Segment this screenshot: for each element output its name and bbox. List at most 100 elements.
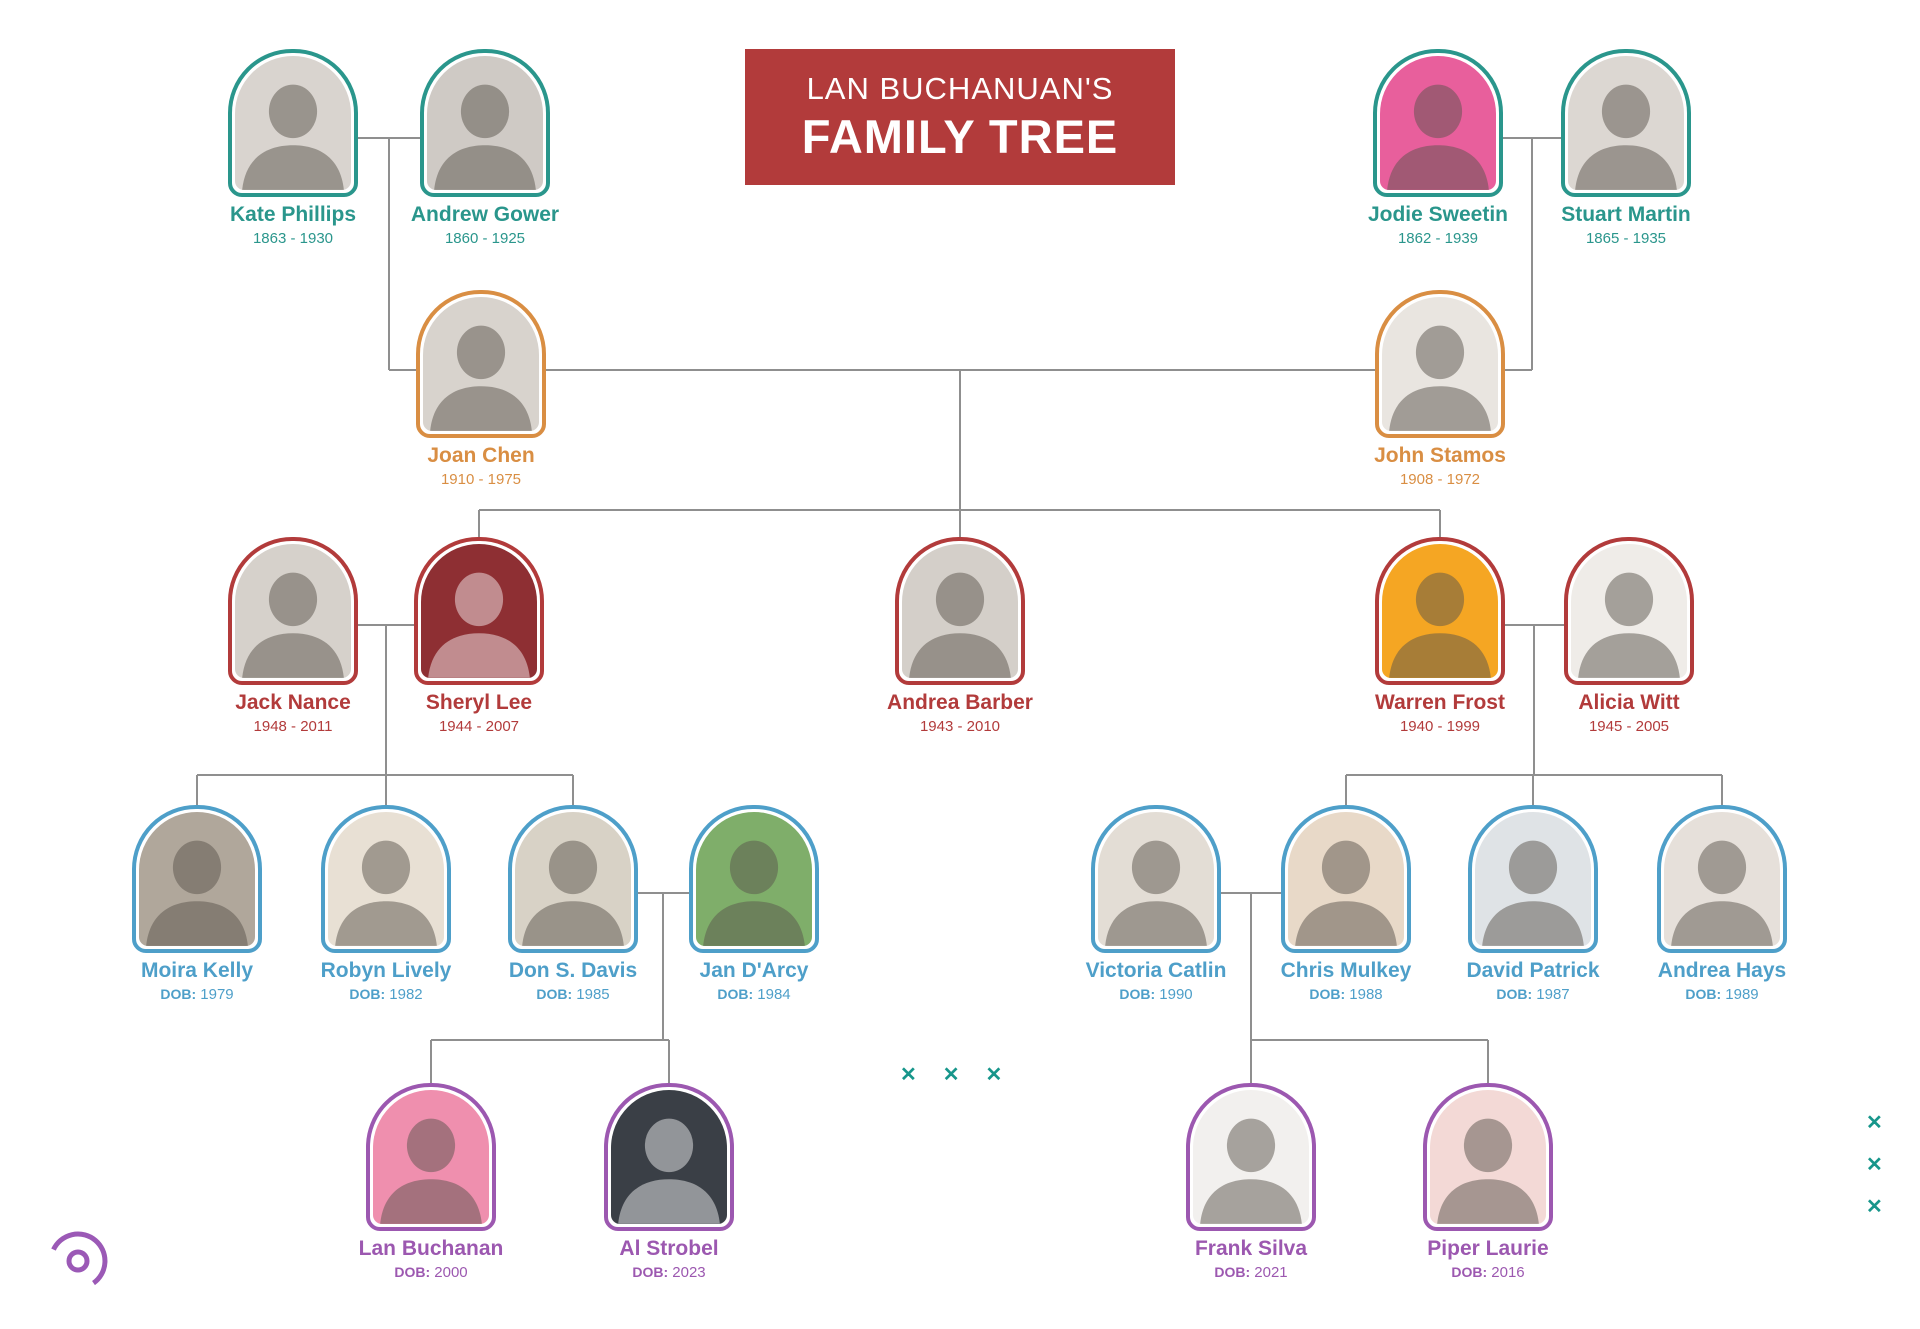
dob-label: DOB: <box>1496 986 1533 1003</box>
person-name: Andrea Barber <box>887 691 1033 714</box>
person-dob: DOB: 1989 <box>1632 986 1812 1003</box>
portrait-photo <box>611 1090 727 1224</box>
person-name: Joan Chen <box>427 444 535 467</box>
x-mark-icon: ✕ <box>900 1064 917 1086</box>
dob-label: DOB: <box>160 986 197 1003</box>
person-dates: 1862 - 1939 <box>1397 230 1479 248</box>
person-card-kate-phillips[interactable]: Kate Phillips 1863 - 1930 <box>203 49 383 247</box>
person-silhouette <box>430 325 532 431</box>
person-name: John Stamos <box>1374 444 1506 467</box>
portrait-frame <box>1468 805 1598 953</box>
person-card-andrea-hays[interactable]: Andrea Hays DOB: 1989 <box>1632 805 1812 1003</box>
person-card-alicia-witt[interactable]: Alicia Witt 1945 - 2005 <box>1539 537 1719 735</box>
portrait-frame <box>416 290 546 438</box>
person-card-al-strobel[interactable]: Al Strobel DOB: 2023 <box>579 1083 759 1281</box>
person-card-jodie-sweetin[interactable]: Jodie Sweetin 1862 - 1939 <box>1348 49 1528 247</box>
portrait-frame <box>1375 537 1505 685</box>
person-dates: 1948 - 2011 <box>253 718 333 736</box>
person-card-andrew-gower[interactable]: Andrew Gower 1860 - 1925 <box>395 49 575 247</box>
more-relatives-marks-horizontal: ✕ ✕ ✕ <box>900 1062 1002 1087</box>
portrait-frame <box>1091 805 1221 953</box>
portrait-photo <box>1288 812 1404 946</box>
person-card-don-s-davis[interactable]: Don S. Davis DOB: 1985 <box>483 805 663 1003</box>
dob-label: DOB: <box>1309 986 1346 1003</box>
portrait-frame <box>228 537 358 685</box>
dob-year: 2021 <box>1254 1264 1288 1282</box>
person-name: Stuart Martin <box>1561 203 1691 226</box>
dob-label: DOB: <box>632 1264 669 1281</box>
dob-label: DOB: <box>349 986 386 1003</box>
portrait-photo <box>427 56 543 190</box>
person-card-lan-buchanan[interactable]: Lan Buchanan DOB: 2000 <box>341 1083 521 1281</box>
person-dob: DOB: 2023 <box>579 1264 759 1281</box>
portrait-photo <box>1430 1090 1546 1224</box>
portrait-photo <box>1475 812 1591 946</box>
person-card-stuart-martin[interactable]: Stuart Martin 1865 - 1935 <box>1536 49 1716 247</box>
person-dob: DOB: 1990 <box>1066 986 1246 1003</box>
person-silhouette <box>434 84 536 190</box>
dob-year: 1985 <box>576 986 610 1004</box>
person-card-robyn-lively[interactable]: Robyn Lively DOB: 1982 <box>296 805 476 1003</box>
portrait-photo <box>1380 56 1496 190</box>
person-silhouette <box>1200 1118 1302 1224</box>
person-card-moira-kelly[interactable]: Moira Kelly DOB: 1979 <box>107 805 287 1003</box>
person-card-andrea-barber[interactable]: Andrea Barber 1943 - 2010 <box>870 537 1050 735</box>
person-card-frank-silva[interactable]: Frank Silva DOB: 2021 <box>1161 1083 1341 1281</box>
person-card-sheryl-lee[interactable]: Sheryl Lee 1944 - 2007 <box>389 537 569 735</box>
person-silhouette <box>909 572 1011 678</box>
person-dates: 1943 - 2010 <box>919 718 1001 736</box>
person-card-david-patrick[interactable]: David Patrick DOB: 1987 <box>1443 805 1623 1003</box>
person-card-jack-nance[interactable]: Jack Nance 1948 - 2011 <box>203 537 383 735</box>
portrait-frame <box>1375 290 1505 438</box>
person-dates: 1860 - 1925 <box>444 230 526 248</box>
person-name: Robyn Lively <box>320 959 452 982</box>
dob-label: DOB: <box>1451 1264 1488 1281</box>
title-banner: LAN BUCHANUAN'S FAMILY TREE <box>745 49 1175 185</box>
person-dob: DOB: 1979 <box>107 986 287 1003</box>
person-dates: 1944 - 2007 <box>438 718 520 736</box>
portrait-frame <box>1657 805 1787 953</box>
person-card-piper-laurie[interactable]: Piper Laurie DOB: 2016 <box>1398 1083 1578 1281</box>
person-name: Chris Mulkey <box>1280 959 1412 982</box>
person-silhouette <box>380 1118 482 1224</box>
person-silhouette <box>1575 84 1677 190</box>
person-silhouette <box>335 840 437 946</box>
person-silhouette <box>146 840 248 946</box>
dob-year: 2000 <box>434 1264 468 1282</box>
dob-label: DOB: <box>536 986 573 1003</box>
person-name: Jan D'Arcy <box>699 959 809 982</box>
x-mark-icon: ✕ <box>1866 1196 1883 1218</box>
portrait-photo <box>515 812 631 946</box>
portrait-photo <box>1571 544 1687 678</box>
person-card-chris-mulkey[interactable]: Chris Mulkey DOB: 1988 <box>1256 805 1436 1003</box>
person-silhouette <box>1389 325 1491 431</box>
person-card-victoria-catlin[interactable]: Victoria Catlin DOB: 1990 <box>1066 805 1246 1003</box>
portrait-frame <box>604 1083 734 1231</box>
title-line2: FAMILY TREE <box>801 109 1119 163</box>
person-dob: DOB: 1985 <box>483 986 663 1003</box>
dob-label: DOB: <box>1214 1264 1251 1281</box>
portrait-photo <box>235 544 351 678</box>
x-mark-icon: ✕ <box>985 1064 1003 1086</box>
person-card-warren-frost[interactable]: Warren Frost 1940 - 1999 <box>1350 537 1530 735</box>
dob-year: 1979 <box>200 986 234 1004</box>
portrait-photo <box>1382 297 1498 431</box>
portrait-photo <box>1382 544 1498 678</box>
portrait-photo <box>328 812 444 946</box>
portrait-frame <box>420 49 550 197</box>
person-card-joan-chen[interactable]: Joan Chen 1910 - 1975 <box>391 290 571 488</box>
person-card-john-stamos[interactable]: John Stamos 1908 - 1972 <box>1350 290 1530 488</box>
person-dates: 1910 - 1975 <box>440 471 522 489</box>
spiral-logo-icon <box>51 1231 108 1286</box>
person-name: Frank Silva <box>1194 1237 1308 1260</box>
person-silhouette <box>1105 840 1207 946</box>
person-card-jan-darcy[interactable]: Jan D'Arcy DOB: 1984 <box>664 805 844 1003</box>
person-name: Sheryl Lee <box>425 691 533 714</box>
portrait-frame <box>1423 1083 1553 1231</box>
title-line1: LAN BUCHANUAN'S <box>806 70 1114 106</box>
person-name: Don S. Davis <box>508 959 638 982</box>
person-dob: DOB: 2021 <box>1161 1264 1341 1281</box>
person-silhouette <box>522 840 624 946</box>
portrait-photo <box>421 544 537 678</box>
portrait-frame <box>414 537 544 685</box>
